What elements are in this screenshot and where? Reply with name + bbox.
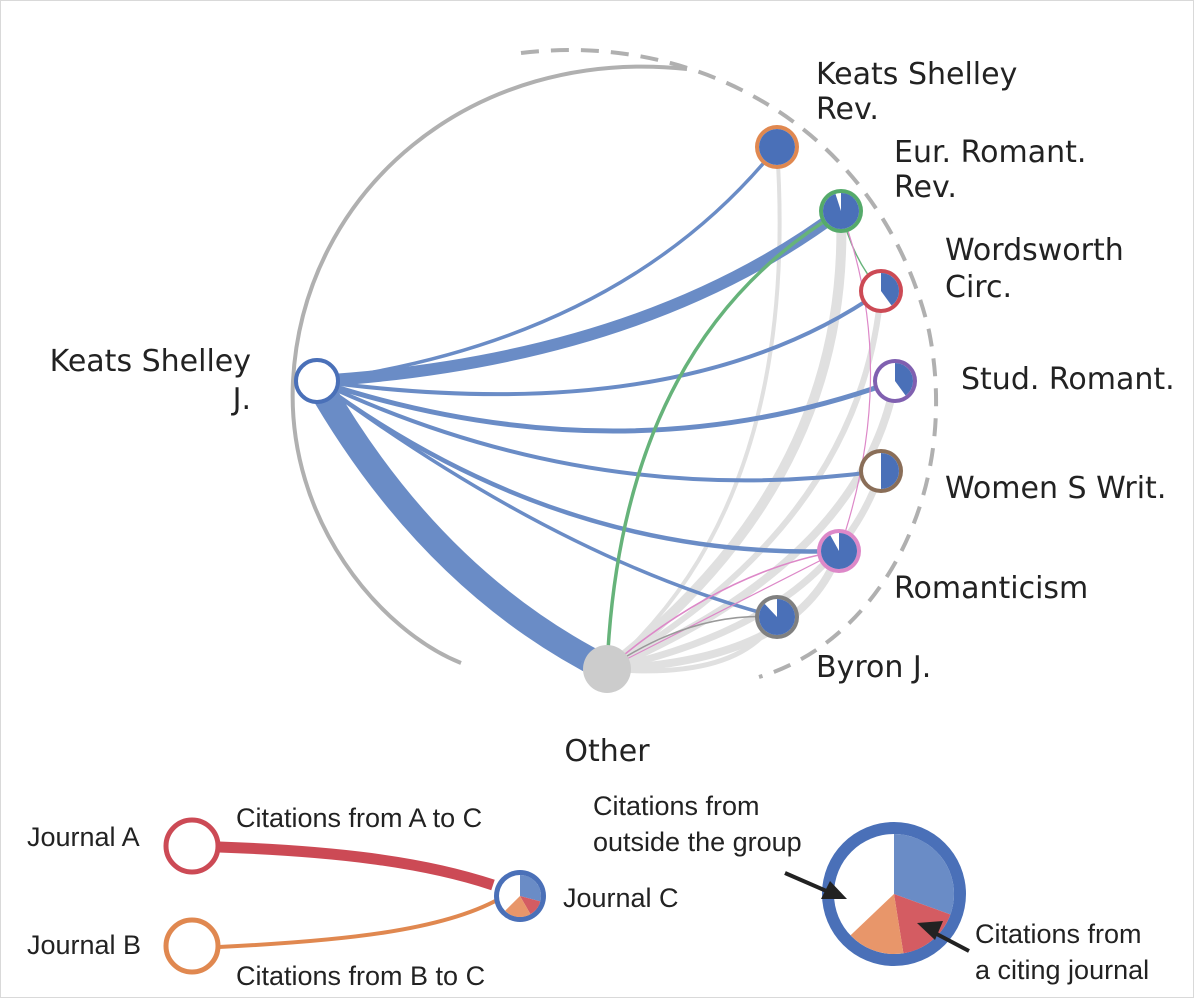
other-label: Other: [564, 734, 650, 769]
link-romanticism-eur: [838, 210, 872, 552]
source-journal-label-line1: Keats Shelley: [50, 344, 251, 379]
other-node[interactable]: [583, 645, 631, 693]
journal-label-romanticism: Romanticism: [894, 571, 1088, 606]
share-wedge: [895, 363, 913, 396]
other-gray-links: [602, 145, 899, 674]
journal-node-eur-romant-rev[interactable]: [819, 189, 863, 233]
link-ksj-other: [304, 368, 620, 682]
link-ksj-women-s-writ: [315, 379, 883, 483]
legend-b-to-c-label: Citations from B to C: [236, 961, 485, 991]
journal-label-women-s-writ: Women S Writ.: [945, 471, 1166, 506]
share-wedge: [881, 453, 899, 489]
legend-citing-arrow: [917, 921, 970, 953]
link-ksj-wordsworth-circ: [315, 289, 883, 397]
share-wedge: [822, 193, 859, 230]
legend-citing-label-line1: Citations from: [975, 919, 1142, 949]
source-links: [304, 145, 898, 682]
gray-link-women-s-writ: [603, 467, 885, 673]
share-wedge: [821, 533, 858, 569]
journal-label-wordsworth-circ-line2: Circ.: [945, 270, 1012, 305]
journal-nodes: [755, 125, 917, 639]
group-arc-dashed: [520, 48, 939, 679]
gray-link-wordsworth-circ: [604, 288, 884, 672]
journal-label-wordsworth-circ-line1: Wordsworth: [945, 233, 1124, 268]
legend-journal-b-label: Journal B: [27, 930, 141, 960]
link-ksj-stud-romant: [314, 378, 898, 434]
journal-node-stud-romant[interactable]: [873, 359, 917, 403]
legend-journal-a-label: Journal A: [27, 822, 140, 852]
legend-journal-c-node: [494, 870, 546, 922]
link-ksj-keats-shelley-rev: [315, 145, 779, 383]
legend-outside-label-line1: Citations from: [593, 791, 760, 821]
journal-node-byron-j[interactable]: [755, 595, 799, 639]
legend-journal-b-node: [163, 917, 221, 975]
share-wedge: [759, 129, 795, 165]
legend-citing-label-line2: a citing journal: [975, 955, 1149, 985]
journal-label-byron-j: Byron J.: [816, 650, 931, 685]
journal-node-women-s-writ[interactable]: [859, 449, 903, 493]
link-other-romanticism-2: [606, 550, 840, 670]
legend-a-to-c-label: Citations from A to C: [236, 803, 482, 833]
legend-link-a-to-c: [218, 841, 495, 891]
group-arc-solid: [290, 64, 688, 665]
share-wedge: [759, 599, 796, 635]
link-ksj-eur-romant-rev: [311, 205, 847, 387]
legend-journal-c-label: Journal C: [563, 883, 679, 913]
journal-label-keats-shelley-rev-line2: Rev.: [816, 92, 879, 127]
legend: Journal A Journal B Journal C Citations …: [27, 791, 1149, 991]
legend-outside-arrow: [784, 871, 847, 899]
legend-journal-a-node: [163, 817, 221, 875]
journal-node-keats-shelley-rev[interactable]: [755, 125, 799, 169]
link-other-romanticism: [606, 550, 840, 670]
gray-link-stud-romant: [603, 377, 899, 673]
journal-label-eur-romant-rev-line2: Rev.: [894, 170, 957, 205]
legend-pie-explainer: [822, 822, 966, 966]
journal-label-keats-shelley-rev-line1: Keats Shelley: [816, 57, 1017, 92]
gray-link-eur-romant-rev: [602, 206, 847, 674]
legend-outside-label-line2: outside the group: [593, 827, 802, 857]
journal-label-eur-romant-rev-line1: Eur. Romant.: [894, 135, 1086, 170]
journal-node-wordsworth-circ[interactable]: [859, 269, 903, 313]
legend-link-b-to-c: [218, 897, 500, 949]
link-ksj-byron-j: [315, 379, 779, 619]
source-journal-node[interactable]: [294, 358, 340, 404]
link-other-eur-romant-rev: [605, 209, 842, 670]
journal-node-romanticism[interactable]: [817, 529, 861, 573]
link-ksj-romanticism: [314, 378, 842, 554]
share-wedge: [881, 273, 899, 306]
source-journal-label-line2: J.: [231, 382, 251, 417]
journal-label-stud-romant: Stud. Romant.: [961, 362, 1175, 397]
gray-link-keats-shelley-rev: [605, 145, 782, 671]
